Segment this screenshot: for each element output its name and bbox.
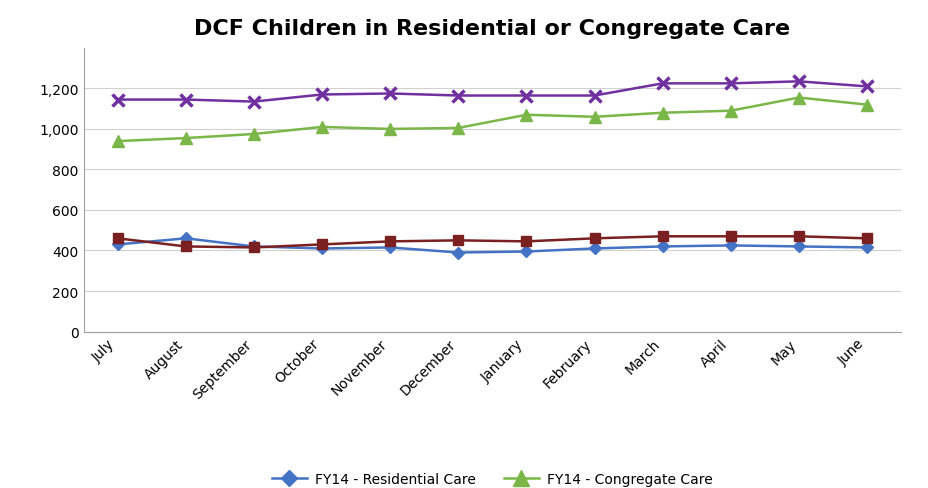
FY14 - Congregate Care [725,108,736,114]
FY15 - Residential Care [180,244,191,250]
FY14 - Residential Care [656,244,667,250]
FY15 - Residential Care [384,239,395,245]
FY14 - Residential Care [793,244,804,250]
FY15 - Congregate Care [384,91,395,97]
FY15 - Congregate Care [112,98,123,103]
FY14 - Congregate Care [112,139,123,145]
FY14 - Residential Care [521,249,532,255]
FY15 - Residential Care [656,234,667,240]
FY14 - Congregate Care [521,113,532,119]
FY15 - Residential Care [860,236,871,242]
FY14 - Residential Care [112,242,123,248]
FY15 - Congregate Care [860,84,871,90]
Line: FY14 - Residential Care: FY14 - Residential Care [113,235,870,257]
FY15 - Residential Care [248,245,259,251]
Line: FY14 - Congregate Care: FY14 - Congregate Care [112,93,871,147]
FY15 - Congregate Care [793,79,804,85]
FY14 - Congregate Care [656,111,667,117]
FY14 - Congregate Care [588,115,599,121]
FY14 - Congregate Care [793,96,804,102]
Title: DCF Children in Residential or Congregate Care: DCF Children in Residential or Congregat… [194,19,790,39]
FY15 - Congregate Care [656,81,667,87]
Legend: FY14 - Residential Care, FY15 - Residential Care, FY14 - Congregate Care, FY15 -: FY14 - Residential Care, FY15 - Resident… [266,466,717,488]
FY14 - Residential Care [180,236,191,242]
FY15 - Congregate Care [452,93,463,99]
FY14 - Residential Care [725,243,736,249]
FY15 - Residential Care [725,234,736,240]
FY15 - Congregate Care [521,93,532,99]
FY15 - Congregate Care [316,92,328,98]
FY14 - Residential Care [316,246,328,252]
FY15 - Residential Care [316,242,328,248]
FY14 - Congregate Care [316,125,328,131]
FY15 - Residential Care [521,239,532,245]
FY14 - Residential Care [860,245,871,251]
FY15 - Residential Care [452,238,463,244]
FY14 - Congregate Care [180,136,191,142]
FY15 - Residential Care [793,234,804,240]
FY15 - Residential Care [588,236,599,242]
FY14 - Congregate Care [860,102,871,108]
FY14 - Congregate Care [452,126,463,132]
FY15 - Congregate Care [180,98,191,103]
FY14 - Residential Care [588,246,599,252]
FY15 - Congregate Care [588,93,599,99]
FY14 - Residential Care [384,245,395,251]
FY15 - Residential Care [112,236,123,242]
FY14 - Congregate Care [384,127,395,133]
FY15 - Congregate Care [248,100,259,105]
FY14 - Residential Care [248,244,259,250]
Line: FY15 - Residential Care: FY15 - Residential Care [112,232,871,253]
Line: FY15 - Congregate Care: FY15 - Congregate Care [111,76,872,109]
FY14 - Congregate Care [248,132,259,138]
FY14 - Residential Care [452,250,463,256]
FY15 - Congregate Care [725,81,736,87]
